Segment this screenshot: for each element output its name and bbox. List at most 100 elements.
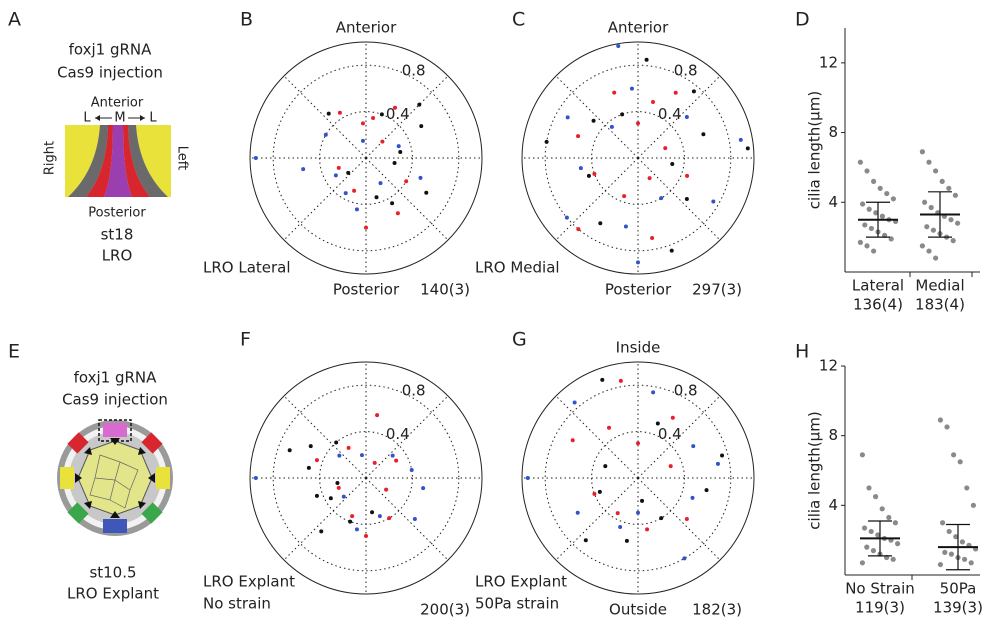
cilia-dot	[869, 529, 874, 534]
diagram-text: M	[114, 111, 125, 126]
clamp	[60, 467, 74, 489]
cilium-dot	[324, 133, 328, 137]
cilium-dot	[576, 227, 580, 231]
cilia-dot	[891, 196, 896, 201]
cilium-dot	[711, 200, 715, 204]
cilium-dot	[651, 390, 655, 394]
cilium-dot	[592, 172, 596, 176]
cilium-dot	[579, 166, 583, 170]
cilium-dot	[419, 176, 423, 180]
cilium-dot	[337, 454, 341, 458]
axis-label: Posterior	[605, 281, 672, 299]
cilia-dot	[949, 552, 954, 557]
cilia-dot	[951, 452, 956, 457]
y-axis-label: cilia length(μm)	[806, 91, 824, 209]
cilium-dot	[650, 236, 654, 240]
diagram-text: st18	[101, 226, 134, 244]
cilium-dot	[327, 112, 331, 116]
cilium-dot	[370, 510, 374, 514]
cilia-dot	[958, 459, 963, 464]
cilia-dot	[942, 550, 947, 555]
cilium-dot	[526, 476, 530, 480]
cilium-dot	[685, 115, 689, 119]
diagram-text: foxj1 gRNA	[69, 41, 153, 59]
cilium-dot	[307, 466, 311, 470]
x-tick-label: No Strain	[845, 580, 915, 598]
condition-label: LRO Explant	[475, 573, 567, 591]
cilium-dot	[352, 189, 356, 193]
cilium-dot	[417, 103, 421, 107]
cilia-dot	[953, 193, 958, 198]
cilium-dot	[669, 464, 673, 468]
cilia-dot	[862, 222, 867, 227]
condition-label: No strain	[203, 595, 271, 613]
diagram-text: L	[83, 111, 91, 126]
cilium-dot	[587, 174, 591, 178]
cilia-dot	[955, 221, 960, 226]
cilium-dot	[674, 91, 678, 95]
cilia-dot	[933, 255, 938, 260]
cilia-dot	[860, 560, 865, 565]
cilium-dot	[344, 191, 348, 195]
cilium-dot	[592, 492, 596, 496]
cilium-dot	[288, 448, 292, 452]
cilium-dot	[656, 421, 660, 425]
cilium-dot	[364, 534, 368, 538]
cilia-dot	[926, 160, 931, 165]
y-tick-label: 8	[828, 123, 838, 141]
count-label: 200(3)	[420, 601, 470, 619]
cilia-dot	[946, 186, 951, 191]
cilium-dot	[390, 201, 394, 205]
spoke	[366, 478, 448, 560]
figure: A foxj1 gRNA Cas9 injection Anterior L M…	[0, 0, 985, 621]
cilium-dot	[391, 454, 395, 458]
cilium-dot	[600, 378, 604, 382]
cilia-dot	[933, 168, 938, 173]
y-axis-label: cilia length(μm)	[806, 411, 824, 529]
cilia-dot	[880, 214, 885, 219]
cilium-dot	[393, 161, 397, 165]
cilium-dot	[254, 476, 258, 480]
panel-letter: D	[795, 9, 810, 31]
cilia-dot	[940, 520, 945, 525]
y-tick-label: 12	[819, 53, 838, 71]
r-tick-label: 0.8	[674, 381, 698, 399]
cilium-dot	[421, 486, 425, 490]
x-tick-label: Lateral	[852, 277, 904, 295]
cilium-dot	[309, 444, 313, 448]
cilium-dot	[685, 517, 689, 521]
diagram-text: Anterior	[91, 96, 144, 111]
cilium-dot	[612, 91, 616, 95]
cilia-dot	[880, 506, 885, 511]
cilium-dot	[610, 125, 614, 129]
condition-label: LRO Explant	[203, 573, 295, 591]
cilia-dot	[947, 529, 952, 534]
count-label: 183(4)	[915, 296, 965, 314]
cilia-dot	[871, 548, 876, 553]
cilium-dot	[576, 511, 580, 515]
cilia-dot	[929, 205, 934, 210]
count-label: 139(3)	[933, 599, 983, 617]
cilia-dot	[878, 186, 883, 191]
cilia-dot	[962, 557, 967, 562]
cilia-dot	[858, 240, 863, 245]
cilium-dot	[394, 459, 398, 463]
count-label: 297(3)	[692, 281, 742, 299]
cilia-dot	[944, 424, 949, 429]
cilium-dot	[663, 146, 667, 150]
cilia-dot	[871, 248, 876, 253]
axis-label: Outside	[609, 601, 667, 619]
cilia-dot	[948, 217, 953, 222]
cilium-dot	[685, 174, 689, 178]
count-label: 182(3)	[692, 601, 742, 619]
cilium-dot	[659, 196, 663, 200]
cilium-dot	[619, 379, 623, 383]
cilium-dot	[616, 511, 620, 515]
cilium-dot	[337, 166, 341, 170]
spoke	[284, 478, 366, 560]
cilia-dot	[960, 539, 965, 544]
cilium-dot	[636, 121, 640, 125]
panel-letter: H	[795, 341, 809, 363]
diagram-e: E foxj1 gRNA Cas9 injection st10.5 LRO E…	[8, 341, 173, 603]
cilium-dot	[371, 116, 375, 120]
